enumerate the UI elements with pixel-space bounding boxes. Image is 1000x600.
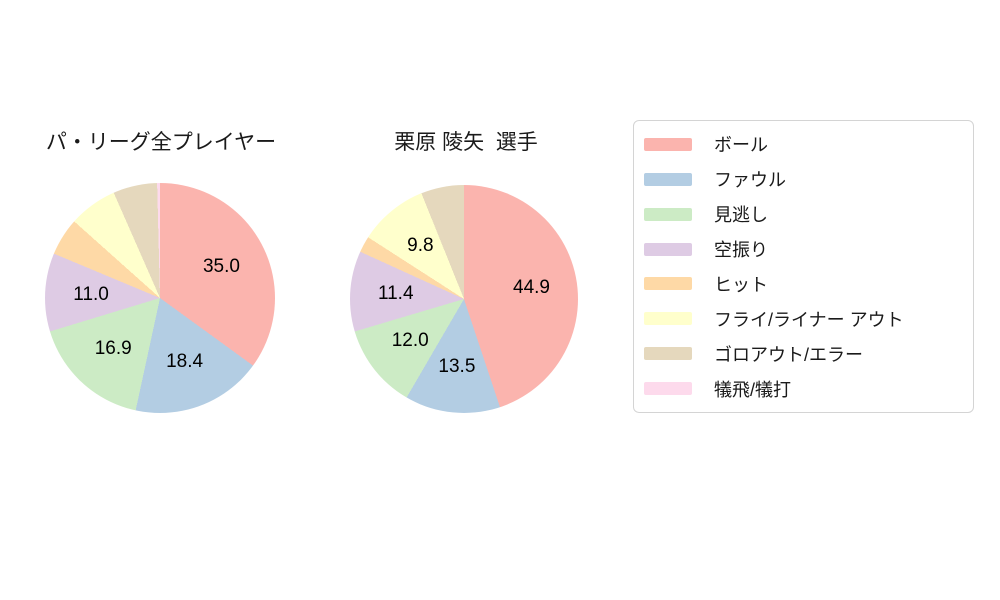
- legend-label: ファウル: [714, 170, 786, 191]
- legend-item: 空振り: [634, 236, 973, 262]
- pie-value-label: 44.9: [513, 277, 551, 299]
- legend-swatch-icon: [644, 242, 692, 256]
- legend-swatch-icon: [644, 277, 692, 291]
- pie-title-right: 栗原 陵矢 選手: [394, 131, 538, 154]
- legend-swatch-icon: [644, 347, 692, 361]
- legend-item: フライ/ライナー アウト: [634, 306, 973, 332]
- legend-item: ボール: [634, 131, 973, 157]
- legend-label: フライ/ライナー アウト: [714, 309, 904, 330]
- legend-swatch-icon: [644, 137, 692, 151]
- pie-value-label: 13.5: [438, 356, 476, 378]
- legend-item: ファウル: [634, 166, 973, 192]
- pie-value-label: 9.8: [407, 235, 434, 257]
- legend: ボールファウル見逃し空振りヒットフライ/ライナー アウト ゴロアウト/エラー 犠飛/…: [633, 120, 974, 413]
- pie-chart-league: 35.0 18.4 16.9 11.0: [45, 183, 275, 413]
- legend-swatch-icon: [644, 382, 692, 396]
- legend-label: 空振り: [714, 240, 768, 261]
- pie-value-label: 16.9: [94, 337, 132, 359]
- pie-value-label: 11.0: [73, 283, 109, 305]
- legend-label: ヒット: [714, 274, 768, 295]
- pie-value-label: 18.4: [166, 351, 204, 373]
- pie-value-label: 35.0: [202, 255, 240, 277]
- legend-item: 見逃し: [634, 201, 973, 227]
- pie-chart-player: 44.9 13.5 12.0 11.4 9.8: [350, 185, 578, 413]
- legend-swatch-icon: [644, 312, 692, 326]
- legend-item: ゴロアウト/エラー: [634, 341, 973, 367]
- legend-item: 犠飛/犠打: [634, 376, 973, 402]
- legend-swatch-icon: [644, 207, 692, 221]
- legend-label: 犠飛/犠打: [714, 379, 792, 400]
- legend-label: 見逃し: [714, 205, 768, 226]
- pie-value-label: 12.0: [391, 330, 429, 352]
- legend-swatch-icon: [644, 172, 692, 186]
- legend-label: ゴロアウト/エラー: [714, 344, 864, 365]
- legend-label: ボール: [714, 135, 768, 156]
- pie-value-label: 11.4: [377, 283, 414, 305]
- pie-title-left: パ・リーグ全プレイヤー: [45, 131, 277, 154]
- legend-item: ヒット: [634, 271, 973, 297]
